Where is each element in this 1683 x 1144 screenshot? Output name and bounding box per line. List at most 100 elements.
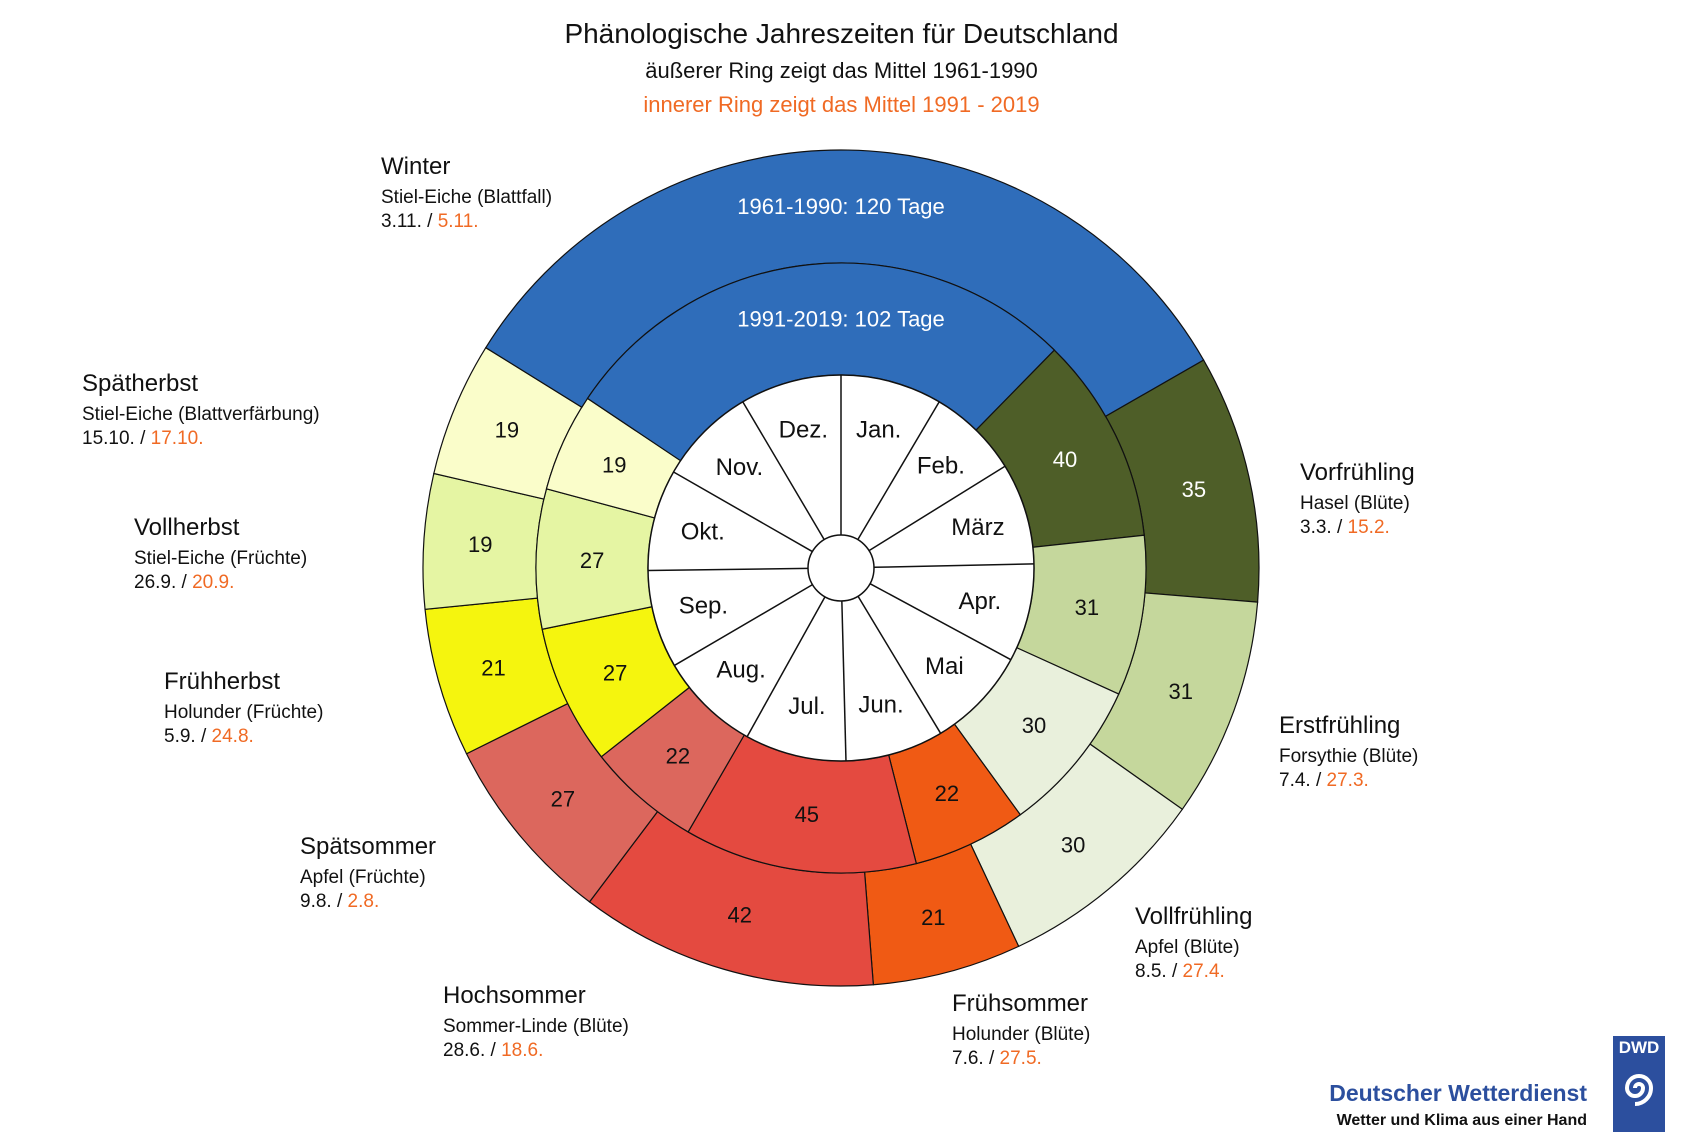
outer-vollfruehling-value: 30 bbox=[1061, 833, 1085, 858]
month-divider bbox=[648, 567, 809, 572]
season-start-dates: 3.3. / 15.2. bbox=[1300, 516, 1415, 540]
indicator-plant: Holunder (Blüte) bbox=[952, 1024, 1091, 1045]
indicator-plant: Holunder (Früchte) bbox=[164, 702, 324, 723]
start-1991-2019: 27.5. bbox=[999, 1047, 1042, 1069]
month-divider bbox=[841, 600, 847, 761]
outer-fruehsommer-value: 21 bbox=[921, 905, 945, 930]
season-name: Frühsommer bbox=[952, 990, 1089, 1017]
inner-fruehherbst-value: 27 bbox=[603, 660, 627, 685]
season-label: Spätsommer Apfel (Früchte) 9.8. / 2.8. bbox=[300, 832, 436, 914]
dwd-logo: Deutscher Wetterdienst Wetter und Klima … bbox=[1320, 1032, 1665, 1132]
indicator-plant: Apfel (Blüte) bbox=[1135, 937, 1240, 958]
season-start-dates: 5.9. / 24.8. bbox=[164, 725, 323, 749]
indicator-plant: Apfel (Früchte) bbox=[300, 867, 426, 888]
indicator-plant: Stiel-Eiche (Blattfall) bbox=[381, 187, 553, 208]
month-label: Feb. bbox=[917, 452, 965, 479]
indicator-plant: Sommer-Linde (Blüte) bbox=[443, 1016, 629, 1037]
logo-tagline: Wetter und Klima aus einer Hand bbox=[1336, 1112, 1587, 1129]
season-name: Erstfrühling bbox=[1279, 712, 1401, 739]
season-name: Winter bbox=[381, 153, 451, 180]
chart-subtitle-inner: innerer Ring zeigt das Mittel 1991 - 201… bbox=[643, 92, 1040, 117]
start-1991-2019: 27.3. bbox=[1326, 769, 1369, 791]
outer-winter-label: 1961-1990: 120 Tage bbox=[737, 194, 945, 219]
month-label: Sep. bbox=[679, 593, 728, 620]
season-name: Frühherbst bbox=[164, 668, 281, 695]
date-separator: / bbox=[983, 1047, 1000, 1069]
season-label: Frühsommer Holunder (Blüte) 7.6. / 27.5. bbox=[952, 989, 1090, 1071]
indicator-plant: Stiel-Eiche (Blattverfärbung) bbox=[82, 404, 320, 425]
season-start-dates: 9.8. / 2.8. bbox=[300, 890, 436, 914]
inner-spaetsommer-value: 22 bbox=[666, 744, 690, 769]
season-name: Hochsommer bbox=[443, 982, 586, 1009]
month-label: März bbox=[951, 514, 1004, 541]
season-start-dates: 26.9. / 20.9. bbox=[134, 571, 307, 595]
indicator-plant: Forsythie (Blüte) bbox=[1279, 746, 1419, 767]
start-1991-2019: 20.9. bbox=[192, 571, 235, 593]
outer-erstfruehling-value: 31 bbox=[1169, 679, 1193, 704]
start-1961-1990: 7.4. bbox=[1279, 769, 1311, 791]
season-label: Vorfrühling Hasel (Blüte) 3.3. / 15.2. bbox=[1300, 458, 1415, 540]
season-start-dates: 7.6. / 27.5. bbox=[952, 1047, 1090, 1071]
date-separator: / bbox=[195, 725, 212, 747]
season-label: Winter Stiel-Eiche (Blattfall) 3.11. / 5.1… bbox=[381, 152, 552, 234]
season-label: Erstfrühling Forsythie (Blüte) 7.4. / 27.3… bbox=[1279, 711, 1418, 793]
date-separator: / bbox=[176, 571, 193, 593]
season-label: Vollfrühling Apfel (Blüte) 8.5. / 27.4. bbox=[1135, 902, 1252, 984]
start-1991-2019: 24.8. bbox=[211, 725, 254, 747]
inner-hochsommer-value: 45 bbox=[795, 802, 819, 827]
season-label: Frühherbst Holunder (Früchte) 5.9. / 24.8. bbox=[164, 667, 323, 749]
month-divider bbox=[857, 401, 940, 540]
season-start-dates: 7.4. / 27.3. bbox=[1279, 769, 1418, 793]
inner-fruehsommer-value: 22 bbox=[935, 781, 959, 806]
start-1961-1990: 28.6. bbox=[443, 1039, 486, 1061]
start-1991-2019: 5.11. bbox=[437, 210, 479, 232]
start-1961-1990: 7.6. bbox=[952, 1047, 984, 1069]
outer-hochsommer-value: 42 bbox=[727, 903, 751, 928]
inner-vorfruehling-value: 40 bbox=[1053, 447, 1077, 472]
date-separator: / bbox=[134, 427, 151, 449]
month-label: Jun. bbox=[858, 692, 903, 719]
season-start-dates: 3.11. / 5.11. bbox=[381, 210, 552, 234]
logo-brand: Deutscher Wetterdienst bbox=[1329, 1080, 1587, 1106]
month-label: Dez. bbox=[779, 417, 828, 444]
start-1961-1990: 15.10. bbox=[82, 427, 135, 449]
date-separator: / bbox=[1331, 516, 1348, 538]
season-name: Vollfrühling bbox=[1135, 903, 1253, 930]
season-start-dates: 28.6. / 18.6. bbox=[443, 1039, 629, 1063]
chart-subtitle-outer: äußerer Ring zeigt das Mittel 1961-1990 bbox=[645, 58, 1038, 83]
season-label: Hochsommer Sommer-Linde (Blüte) 28.6. / 18… bbox=[443, 981, 629, 1063]
outer-spaetherbst-value: 19 bbox=[495, 418, 519, 443]
season-name: Vollherbst bbox=[134, 514, 240, 541]
outer-spaetsommer-value: 27 bbox=[551, 786, 575, 811]
start-1991-2019: 18.6. bbox=[501, 1039, 544, 1061]
month-label: Jan. bbox=[856, 417, 901, 444]
month-divider bbox=[873, 563, 1034, 569]
center-hub bbox=[807, 534, 875, 602]
month-label: Mai bbox=[925, 653, 964, 680]
month-label: Nov. bbox=[716, 454, 764, 481]
date-separator: / bbox=[421, 210, 438, 232]
month-divider bbox=[857, 595, 942, 734]
logo-mark-text: DWD bbox=[1618, 1038, 1660, 1057]
start-1961-1990: 9.8. bbox=[300, 890, 332, 912]
month-divider bbox=[673, 471, 813, 553]
month-divider bbox=[742, 401, 825, 540]
start-1991-2019: 2.8. bbox=[347, 890, 380, 912]
start-1991-2019: 27.4. bbox=[1182, 960, 1225, 982]
month-divider bbox=[869, 583, 1012, 661]
indicator-plant: Stiel-Eiche (Früchte) bbox=[134, 548, 308, 569]
month-divider bbox=[746, 596, 826, 738]
start-1961-1990: 8.5. bbox=[1135, 960, 1167, 982]
season-name: Spätsommer bbox=[300, 833, 437, 860]
month-label: Apr. bbox=[958, 588, 1001, 615]
indicator-plant: Hasel (Blüte) bbox=[1300, 493, 1410, 514]
month-label: Okt. bbox=[681, 519, 725, 546]
inner-vollherbst-value: 27 bbox=[580, 548, 604, 573]
season-start-dates: 8.5. / 27.4. bbox=[1135, 960, 1252, 984]
start-1961-1990: 3.11. bbox=[381, 210, 422, 232]
inner-erstfruehling-value: 31 bbox=[1075, 595, 1099, 620]
month-label: Aug. bbox=[716, 657, 765, 684]
season-name: Spätherbst bbox=[82, 370, 199, 397]
dwd-mark: DWD bbox=[1613, 1036, 1665, 1132]
